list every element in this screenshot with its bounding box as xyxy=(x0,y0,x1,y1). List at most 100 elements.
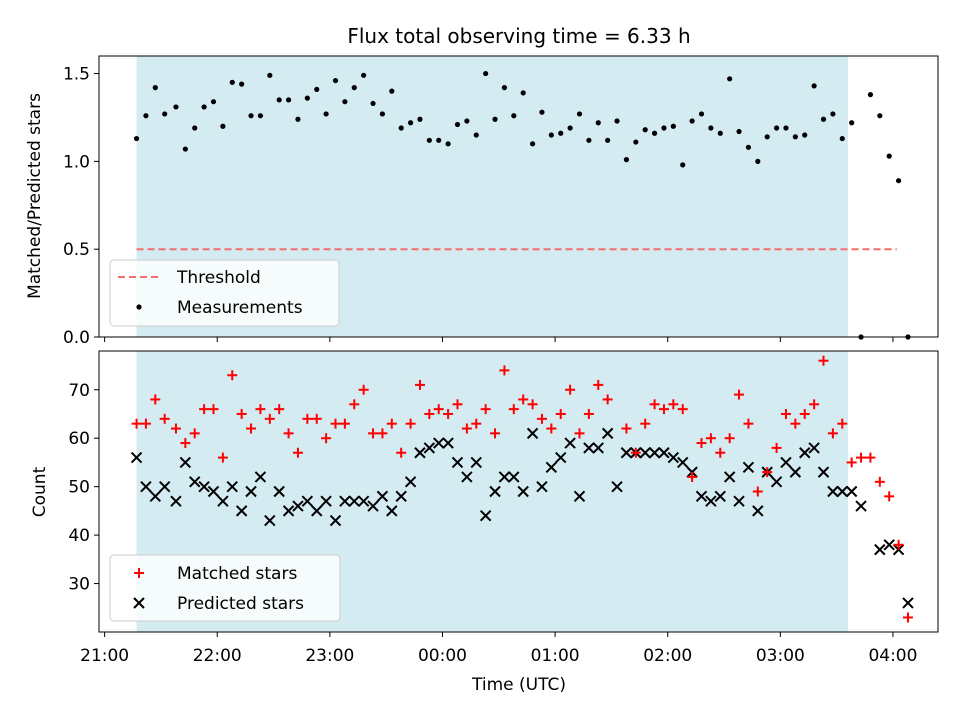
x-tick-label: 02:00 xyxy=(643,646,692,666)
measurement-point xyxy=(295,116,301,122)
y-tick-label: 1.0 xyxy=(63,152,90,172)
measurement-point xyxy=(143,113,149,119)
top-y-ticks: 0.0 0.5 1.0 1.5 xyxy=(63,65,99,348)
predicted-stars-point xyxy=(695,490,708,503)
measurement-point xyxy=(820,116,827,122)
matched-stars-point xyxy=(490,428,501,439)
predicted-stars-point xyxy=(883,539,895,551)
predicted-stars-point xyxy=(742,461,755,473)
matched-stars-point xyxy=(565,384,576,395)
matched-stars-point xyxy=(414,379,425,390)
matched-stars-point xyxy=(131,418,142,429)
measurement-point xyxy=(201,104,207,110)
matched-stars-point xyxy=(593,379,604,390)
matched-stars-point xyxy=(734,389,745,400)
matched-stars-point xyxy=(217,452,228,463)
predicted-stars-point xyxy=(179,456,192,469)
predicted-stars-point xyxy=(189,476,201,488)
y-tick-label: 1.5 xyxy=(63,65,90,85)
predicted-stars-point xyxy=(855,500,867,512)
measurement-point xyxy=(633,139,639,145)
x-tick-label: 01:00 xyxy=(531,646,580,666)
predicted-stars-point xyxy=(442,437,454,449)
measurement-point xyxy=(229,79,235,85)
matched-stars-point xyxy=(687,471,698,482)
predicted-stars-point xyxy=(149,490,162,503)
y-tick-label: 60 xyxy=(68,429,90,449)
matched-stars-point xyxy=(705,433,716,444)
matched-stars-point xyxy=(180,438,191,449)
measurement-point xyxy=(483,70,489,77)
predicted-stars-point xyxy=(470,456,482,469)
measurement-point xyxy=(745,144,752,150)
measurement-point xyxy=(332,77,339,84)
predicted-stars-point xyxy=(404,476,417,488)
matched-stars-point xyxy=(583,408,594,419)
measurement-point xyxy=(539,109,545,115)
matched-stars-point xyxy=(424,408,435,419)
measurement-point xyxy=(248,113,254,119)
matched-stars-point xyxy=(170,423,181,434)
predicted-stars-point xyxy=(555,451,567,464)
measurement-point xyxy=(257,113,264,119)
predicted-stars-point xyxy=(254,471,267,483)
predicted-stars-point xyxy=(367,500,379,512)
predicted-stars-point xyxy=(601,427,614,440)
matched-stars-point xyxy=(508,404,519,415)
predicted-stars-point xyxy=(789,466,802,478)
bottom-legend: Matched stars Predicted stars xyxy=(109,554,341,622)
predicted-stars-point xyxy=(386,505,398,517)
matched-stars-point xyxy=(865,452,876,463)
measurement-point xyxy=(548,132,554,138)
measurement-point xyxy=(152,85,158,91)
matched-stars-point xyxy=(555,408,566,419)
predicted-stars-point xyxy=(902,597,914,609)
predicted-stars-point xyxy=(292,500,304,512)
matched-stars-point xyxy=(771,442,782,453)
matched-stars-point xyxy=(893,539,904,550)
measurement-point xyxy=(877,113,883,119)
measurement-point xyxy=(182,146,188,152)
matched-stars-point xyxy=(349,399,360,410)
y-tick-label: 0.0 xyxy=(63,328,90,348)
measurement-point xyxy=(436,137,442,143)
measurement-point xyxy=(567,125,573,131)
predicted-stars-point xyxy=(845,485,858,498)
measurement-point xyxy=(407,120,414,126)
matched-stars-point xyxy=(827,428,838,439)
predicted-stars-point xyxy=(395,490,407,503)
measurement-point xyxy=(220,123,226,129)
predicted-stars-point xyxy=(536,480,548,493)
x-tick-label: 22:00 xyxy=(193,646,242,666)
matched-legend-label: Matched stars xyxy=(177,564,297,584)
measurement-point xyxy=(379,111,386,117)
matched-stars-point xyxy=(799,408,810,419)
measurements-legend-swatch xyxy=(136,304,142,310)
matched-stars-point xyxy=(140,418,151,429)
predicted-stars-point xyxy=(620,447,633,459)
top-plot-frame xyxy=(98,55,939,338)
predicted-stars-point xyxy=(376,490,389,503)
predicted-stars-point xyxy=(498,471,511,483)
predicted-stars-point xyxy=(677,456,689,469)
matched-stars-point xyxy=(264,413,275,424)
predicted-stars-point xyxy=(517,485,529,498)
matched-stars-point xyxy=(715,447,726,458)
matched-stars-point xyxy=(677,404,688,415)
top-y-axis-label: Matched/Predicted stars xyxy=(25,93,45,299)
matched-stars-point xyxy=(527,399,538,410)
measurement-point xyxy=(680,162,686,168)
bottom-legend-box xyxy=(109,554,341,622)
matched-stars-point xyxy=(762,467,773,478)
measurement-point xyxy=(586,137,592,143)
matched-stars-point xyxy=(602,394,613,405)
matched-stars-point xyxy=(471,418,482,429)
matched-stars-point xyxy=(518,394,529,405)
measurement-point xyxy=(239,81,245,87)
measurement-point xyxy=(792,134,798,140)
predicted-stars-point xyxy=(808,442,820,454)
measurement-point xyxy=(623,157,630,163)
top-legend-box xyxy=(109,259,340,327)
predicted-stars-point xyxy=(198,480,210,493)
x-tick-label: 23:00 xyxy=(305,646,354,666)
